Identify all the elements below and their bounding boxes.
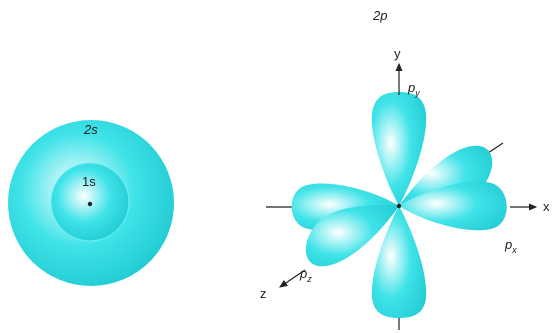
label-px-main: p	[504, 237, 512, 252]
label-2s: 2s	[83, 122, 98, 137]
label-py-sub: y	[414, 88, 420, 98]
s-orbitals: 2s 1s	[8, 120, 174, 286]
axis-label-x: x	[543, 199, 550, 214]
label-1s: 1s	[82, 174, 96, 189]
axis-label-z: z	[260, 286, 267, 301]
px-lobe-right	[399, 181, 507, 231]
label-pz: pz	[299, 266, 312, 284]
label-2p-title: 2p	[372, 8, 387, 23]
label-px: px	[504, 237, 517, 255]
label-pz-main: p	[299, 266, 307, 281]
label-pz-sub: z	[306, 274, 312, 284]
label-py-main: p	[407, 80, 415, 95]
z-axis-arrow	[279, 269, 306, 288]
pz-lobe-front	[305, 205, 399, 267]
p-orbitals: 2p y x z py px pz	[260, 8, 550, 330]
py-lobe-down	[371, 206, 427, 318]
axis-label-y: y	[394, 46, 401, 61]
label-px-sub: x	[511, 245, 517, 255]
py-lobe-up	[371, 92, 427, 206]
nucleus-dot-p	[396, 203, 402, 209]
label-py: py	[407, 80, 420, 98]
nucleus-dot-s	[87, 201, 93, 207]
